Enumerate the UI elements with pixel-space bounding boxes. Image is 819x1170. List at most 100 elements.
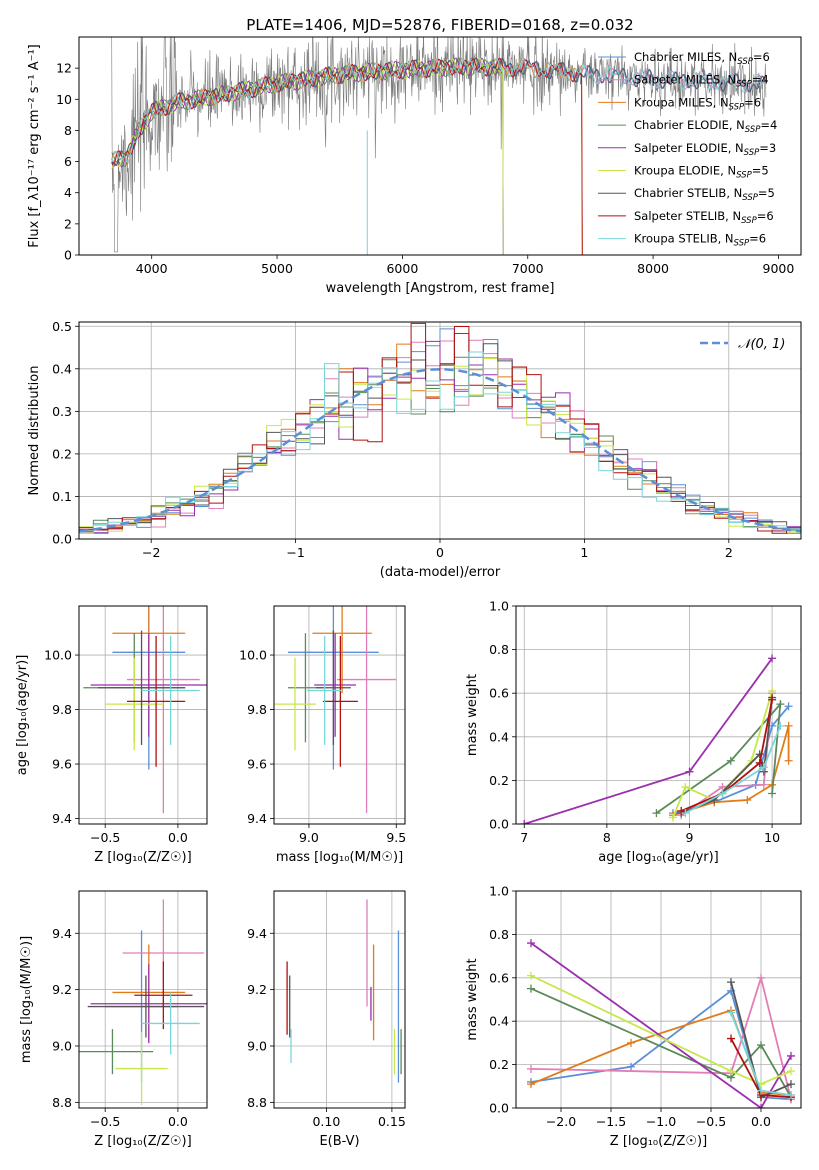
y-tick-label: 9.8 (52, 702, 72, 717)
legend-label: 𝒩(0, 1) (738, 337, 785, 352)
errorbar-plot-area (83, 606, 207, 814)
axes-frame (78, 321, 802, 540)
weight-marker (627, 1038, 635, 1047)
model-spectrum-4 (111, 56, 504, 255)
y-tick-label: 9.0 (52, 1039, 72, 1054)
y-tick-label: 12 (56, 61, 72, 76)
weight-marker (727, 1008, 735, 1017)
legend-label: Chabrier MILES, NSSP=6 (634, 50, 770, 67)
weight-marker (759, 763, 768, 772)
weight-marker (677, 806, 686, 815)
errorbar-plot-area (79, 899, 207, 1106)
errorbar-plot-area (274, 606, 397, 814)
x-axis-label: Z [log₁₀(Z/Z☉)] (610, 1134, 707, 1149)
weight-marker (757, 973, 765, 982)
axes-frame (273, 890, 406, 1109)
line-plot-area (520, 654, 793, 824)
x-tick-label: 5000 (261, 261, 293, 276)
weight-marker (757, 1104, 765, 1108)
x-axis-label: wavelength [Angstrom, rest frame] (326, 281, 555, 296)
weight-marker (527, 984, 535, 993)
weight-series-8 (680, 699, 773, 812)
x-tick-label: 4000 (136, 261, 168, 276)
x-tick-label: 0 (436, 545, 444, 560)
x-tick-label: 7 (520, 830, 528, 845)
y-tick-label: 0.0 (489, 817, 509, 832)
x-tick-label: 7000 (512, 261, 544, 276)
normal-curve (79, 368, 801, 533)
axes-frame (78, 36, 802, 256)
y-tick-label: 0.4 (489, 729, 509, 744)
weight-marker (776, 700, 785, 709)
weight-marker (718, 789, 727, 798)
weight-marker (768, 789, 777, 798)
y-tick-label: 1.0 (489, 884, 509, 899)
model-spectrum-5 (111, 57, 504, 255)
residual-histogram-panel: −2 −1 0 1 2 0.0 0.1 0.2 0.3 0.4 0.5 (data-model)/er… (27, 319, 802, 580)
weight-series-6 (530, 974, 792, 1086)
legend-label: Chabrier STELIB, NSSP=5 (634, 186, 775, 203)
legend-label: Kroupa MILES, NSSP=6 (634, 95, 761, 112)
weight-marker (681, 782, 690, 791)
weight-marker (755, 750, 764, 759)
spectrum-panel: 4000 5000 6000 7000 8000 9000 0 2 4 6 8 10 12 wavelen… (27, 36, 802, 296)
y-tick-label: 9.4 (52, 811, 72, 826)
y-tick-label: 0.2 (489, 773, 509, 788)
histogram-series-9 (79, 351, 801, 534)
y-tick-label: 4 (64, 185, 72, 200)
x-tick-label: −1.5 (596, 1114, 626, 1129)
weight-series-9 (684, 725, 782, 814)
weight-marker (727, 1034, 735, 1043)
age-vs-metallicity-panel: −0.5 0.0 9.4 9.6 9.8 10.0 Z [log₁₀(Z/Z☉)] age [… (15, 605, 208, 865)
mass-vs-ebv-panel: 0.10 0.15 8.8 9.0 9.2 9.4 E(B-V) (247, 890, 406, 1149)
legend-label: Salpeter STELIB, NSSP=6 (634, 209, 774, 226)
y-axis-label: mass weight (465, 958, 480, 1040)
y-tick-label: 6 (64, 154, 72, 169)
weight-marker (527, 939, 535, 948)
y-tick-label: 9.4 (52, 926, 72, 941)
x-tick-label: 0.15 (378, 1114, 406, 1129)
x-tick-label: 10 (764, 830, 780, 845)
mass-vs-metallicity-panel: −0.5 0.0 8.8 9.0 9.2 9.4 Z [log₁₀(Z/Z☉)] mass [… (19, 890, 208, 1149)
weight-series-4 (655, 701, 782, 814)
x-tick-label: 9000 (763, 261, 795, 276)
x-tick-label: −0.5 (90, 1114, 120, 1129)
model-spectrum-8 (111, 58, 583, 255)
legend-label: Kroupa STELIB, NSSP=6 (634, 232, 766, 249)
y-tick-label: 0.0 (52, 532, 72, 547)
x-tick-label: 0.0 (168, 830, 188, 845)
y-tick-label: 9.2 (247, 982, 267, 997)
weight-marker (776, 721, 785, 730)
weight-marker (759, 780, 768, 789)
y-tick-label: 0.2 (52, 446, 72, 461)
x-tick-label: 8000 (637, 261, 669, 276)
weight-marker (527, 1064, 535, 1073)
weight-marker (527, 971, 535, 980)
y-tick-label: 0.6 (489, 686, 509, 701)
y-tick-label: 10.0 (239, 648, 267, 663)
weight-series-7 (680, 697, 773, 814)
weight-marker (685, 767, 694, 776)
x-tick-label: −2.0 (546, 1114, 576, 1129)
weight-marker (743, 796, 752, 805)
x-tick-label: 0.0 (751, 1114, 771, 1129)
x-tick-label: −0.5 (90, 830, 120, 845)
legend-label: Kroupa ELODIE, NSSP=5 (634, 164, 769, 181)
histogram-series-5 (79, 340, 801, 534)
y-tick-label: 0.3 (52, 404, 72, 419)
y-tick-label: 9.6 (52, 757, 72, 772)
x-tick-label: 9.5 (386, 830, 406, 845)
y-axis-label: mass [log₁₀(M/M☉)] (19, 936, 34, 1063)
weight-marker (668, 813, 677, 822)
age-vs-mass-panel: 9.0 9.5 9.4 9.6 9.8 10.0 mass [log₁₀(M/M☉)] (239, 605, 406, 865)
weight-series-5 (524, 657, 773, 824)
y-tick-label: 9.0 (247, 1039, 267, 1054)
model-spectrum-6 (111, 56, 504, 255)
weight-marker (787, 1051, 795, 1060)
x-tick-label: 0.10 (312, 1114, 340, 1129)
axes-frame (515, 605, 802, 825)
y-tick-label: 0 (64, 248, 72, 263)
y-tick-label: 1.0 (489, 599, 509, 614)
y-tick-label: 9.4 (247, 926, 267, 941)
weight-series-4 (530, 987, 792, 1098)
